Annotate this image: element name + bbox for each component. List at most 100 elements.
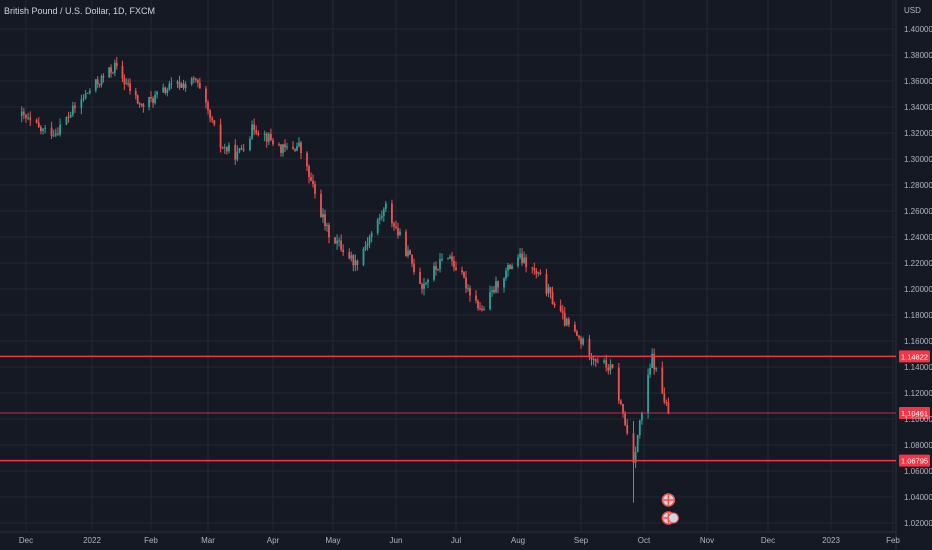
candle-body [411, 254, 413, 264]
candle-body [176, 81, 179, 84]
candle-body [142, 104, 145, 108]
candle-body [82, 98, 85, 100]
candle-layer [20, 56, 670, 503]
candle-body [265, 133, 268, 142]
candle-body [551, 292, 554, 305]
candle-body [380, 215, 383, 218]
candle-body [479, 308, 481, 310]
candle-body [113, 62, 116, 73]
candle-body [278, 144, 280, 146]
candle-body [255, 130, 258, 134]
candle-body [447, 258, 449, 260]
candle-body [148, 97, 150, 108]
candle-body [350, 255, 353, 259]
candle-body [603, 360, 605, 363]
candle-body [282, 144, 284, 153]
candle-body [35, 119, 38, 123]
level-layer: 1.14822 1.10461 1.06795 [0, 350, 930, 467]
candle-body [37, 122, 40, 127]
candle-body [507, 264, 509, 271]
candle-body [211, 118, 214, 121]
candle-body [328, 224, 330, 238]
candle-body [413, 263, 415, 272]
candle-body [409, 250, 411, 255]
candle-body [194, 78, 197, 80]
candle-body [535, 270, 538, 274]
price-tick-label: 1.28000 [904, 181, 932, 190]
candle-body [519, 253, 521, 258]
candle-body [467, 288, 469, 290]
candle-body [257, 133, 260, 135]
candle-body [272, 140, 274, 145]
candle-body [495, 281, 497, 293]
candle-body [52, 135, 55, 137]
candle-body [531, 267, 534, 269]
candle-body [168, 83, 171, 90]
candle-body [324, 214, 326, 226]
candle-body [435, 266, 437, 270]
price-tick-label: 1.38000 [904, 51, 932, 60]
time-tick-label: 2022 [83, 536, 101, 545]
candle-body [559, 305, 562, 312]
candle-body [611, 364, 614, 368]
candle-body [609, 364, 612, 371]
price-tick-label: 1.36000 [904, 77, 932, 86]
candle-body [219, 124, 222, 148]
price-tick-label: 1.02000 [904, 519, 932, 528]
candle-body [567, 318, 570, 325]
level-price-label: 1.14822 [901, 352, 928, 361]
candle-body [180, 83, 183, 88]
price-tick-label: 1.30000 [904, 155, 932, 164]
candle-body [292, 146, 294, 149]
candle-body [306, 152, 308, 167]
candle-body [503, 278, 505, 288]
candle-body [636, 435, 639, 452]
time-tick-label: Aug [511, 536, 525, 545]
candle-body [368, 236, 371, 244]
candle-body [100, 76, 103, 85]
candle-body [437, 268, 439, 270]
time-tick-label: Mar [201, 536, 215, 545]
candle-body [362, 248, 365, 265]
candle-body [270, 133, 272, 141]
candle-body [533, 268, 536, 271]
price-tick-label: 1.04000 [904, 493, 932, 502]
candle-body [223, 146, 226, 149]
candle-body [366, 243, 369, 246]
level-price-label: 1.10461 [901, 409, 928, 418]
candle-body [225, 146, 228, 152]
price-tick-label: 1.18000 [904, 311, 932, 320]
candle-body [382, 208, 385, 216]
event-markers [661, 493, 679, 525]
candle-body [491, 290, 493, 292]
candle-body [207, 102, 209, 111]
candle-body [634, 451, 637, 463]
candle-body [123, 78, 126, 85]
candle-body [449, 256, 451, 259]
candle-body [320, 193, 322, 218]
candle-body [190, 78, 193, 85]
candle-body [461, 270, 463, 272]
candle-body [152, 98, 154, 104]
currency-label: USD [904, 6, 921, 15]
time-tick-label: Dec [19, 536, 33, 545]
candle-body [69, 114, 72, 118]
axis-layer: 1.40000 1.38000 1.36000 1.34000 1.32000 1.300… [19, 25, 932, 545]
candle-body [441, 258, 443, 260]
candle-body [59, 124, 61, 135]
candle-body [25, 114, 27, 119]
candle-body [280, 144, 282, 153]
candle-body [310, 177, 312, 181]
candle-body [405, 231, 407, 256]
candle-body [578, 335, 580, 338]
price-tick-label: 1.12000 [904, 389, 932, 398]
candle-body [209, 110, 211, 119]
candle-body [607, 367, 610, 371]
candle-body [592, 359, 595, 361]
candle-body [80, 99, 83, 108]
candle-body [300, 142, 302, 153]
level-price-tag [899, 407, 930, 420]
candle-body [475, 295, 477, 301]
candle-body [22, 111, 25, 115]
